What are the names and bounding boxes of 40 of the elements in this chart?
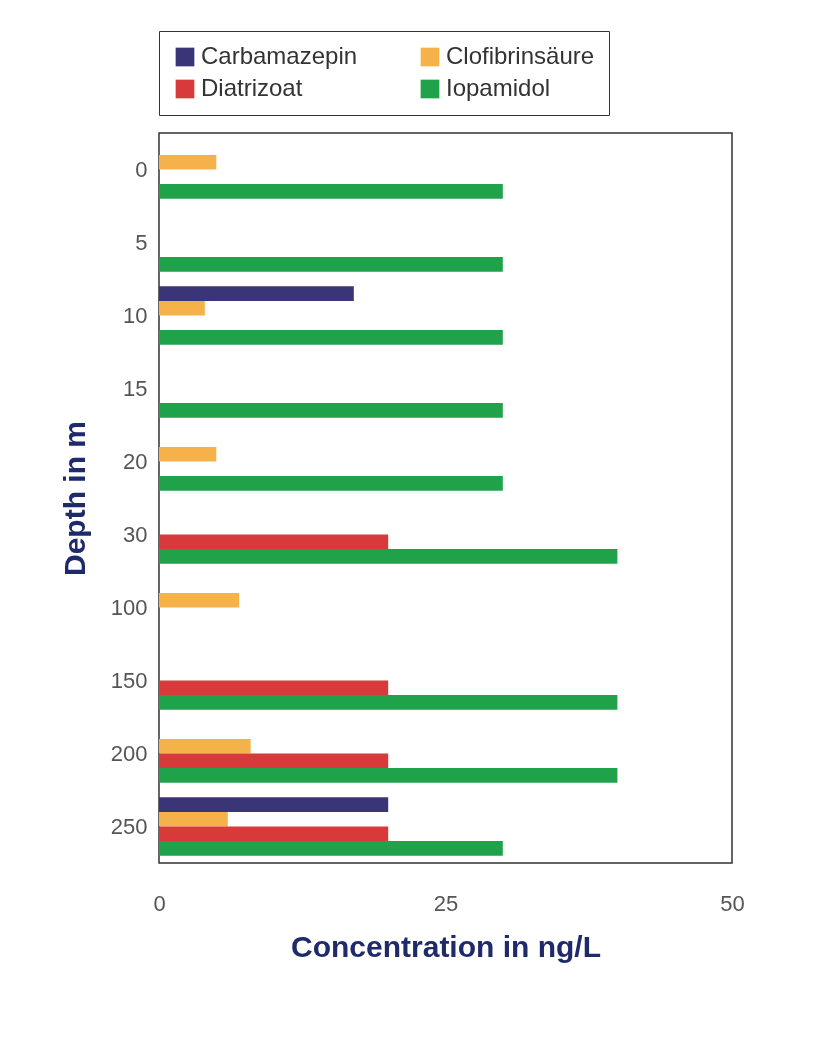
bar <box>159 446 217 462</box>
y-tick-label: 250 <box>110 813 148 839</box>
x-tick-label: 50 <box>720 890 745 916</box>
x-tick-label: 25 <box>433 890 459 916</box>
bar <box>159 330 503 345</box>
bar <box>159 476 503 491</box>
legend-label: Clofibrinsäure <box>446 42 595 69</box>
y-axis-title: Depth in m <box>57 421 91 576</box>
y-tick-label: 30 <box>123 521 148 547</box>
bar <box>159 811 228 827</box>
bar <box>159 257 503 272</box>
legend-label: Diatrizoat <box>201 74 303 101</box>
y-tick-label: 5 <box>135 229 148 255</box>
y-tick-label: 200 <box>110 740 148 766</box>
bar <box>159 403 503 418</box>
bar <box>159 184 503 199</box>
bar <box>159 300 205 316</box>
bar <box>159 680 389 696</box>
y-tick-label: 15 <box>123 375 148 401</box>
bar <box>159 738 251 754</box>
y-tick-label: 0 <box>135 156 148 182</box>
bar <box>159 753 389 769</box>
bar <box>159 549 618 564</box>
bar <box>159 695 618 710</box>
y-tick-label: 20 <box>123 448 148 474</box>
bar <box>159 534 389 550</box>
y-tick-label: 150 <box>110 667 148 693</box>
bar <box>159 841 503 856</box>
bar <box>159 768 618 783</box>
bar <box>159 592 240 608</box>
y-tick-label: 100 <box>110 594 148 620</box>
legend-label: Iopamidol <box>446 74 551 101</box>
bar <box>159 797 389 812</box>
x-axis-title: Concentration in ng/L <box>291 929 601 963</box>
bar <box>159 286 354 301</box>
bar <box>159 826 389 842</box>
y-tick-label: 10 <box>123 302 148 328</box>
x-tick-label: 0 <box>153 890 166 916</box>
bar <box>159 154 217 170</box>
legend-label: Carbamazepin <box>201 42 358 69</box>
